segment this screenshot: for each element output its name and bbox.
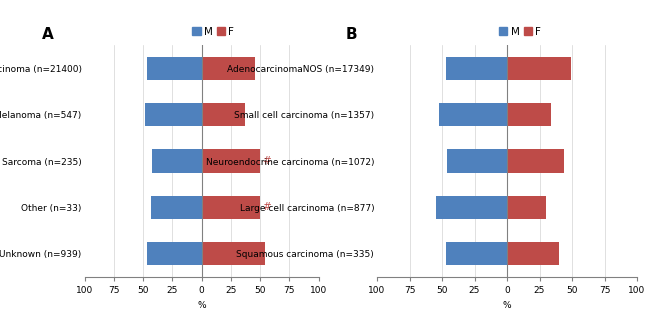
Bar (436, 196, 507, 219)
Bar (447, 149, 507, 173)
Bar (202, 196, 260, 219)
Bar (151, 196, 202, 219)
Bar (202, 242, 265, 265)
Bar (507, 196, 546, 219)
Text: B: B (346, 26, 358, 42)
Bar (439, 103, 507, 126)
Bar (507, 149, 564, 173)
Bar (507, 242, 559, 265)
Legend: M, F: M, F (495, 23, 545, 41)
Bar (446, 242, 507, 265)
Bar (146, 242, 202, 265)
Text: A: A (42, 26, 54, 42)
Bar (152, 149, 202, 173)
Bar (146, 103, 202, 126)
Bar (507, 57, 571, 80)
Bar (202, 57, 255, 80)
Text: #: # (263, 202, 271, 213)
Bar (146, 57, 202, 80)
Bar (507, 103, 551, 126)
Legend: M, F: M, F (188, 23, 239, 41)
X-axis label: %: % (502, 300, 512, 309)
X-axis label: %: % (197, 300, 206, 309)
Text: #: # (263, 156, 271, 166)
Bar (446, 57, 507, 80)
Bar (202, 103, 245, 126)
Bar (202, 149, 260, 173)
